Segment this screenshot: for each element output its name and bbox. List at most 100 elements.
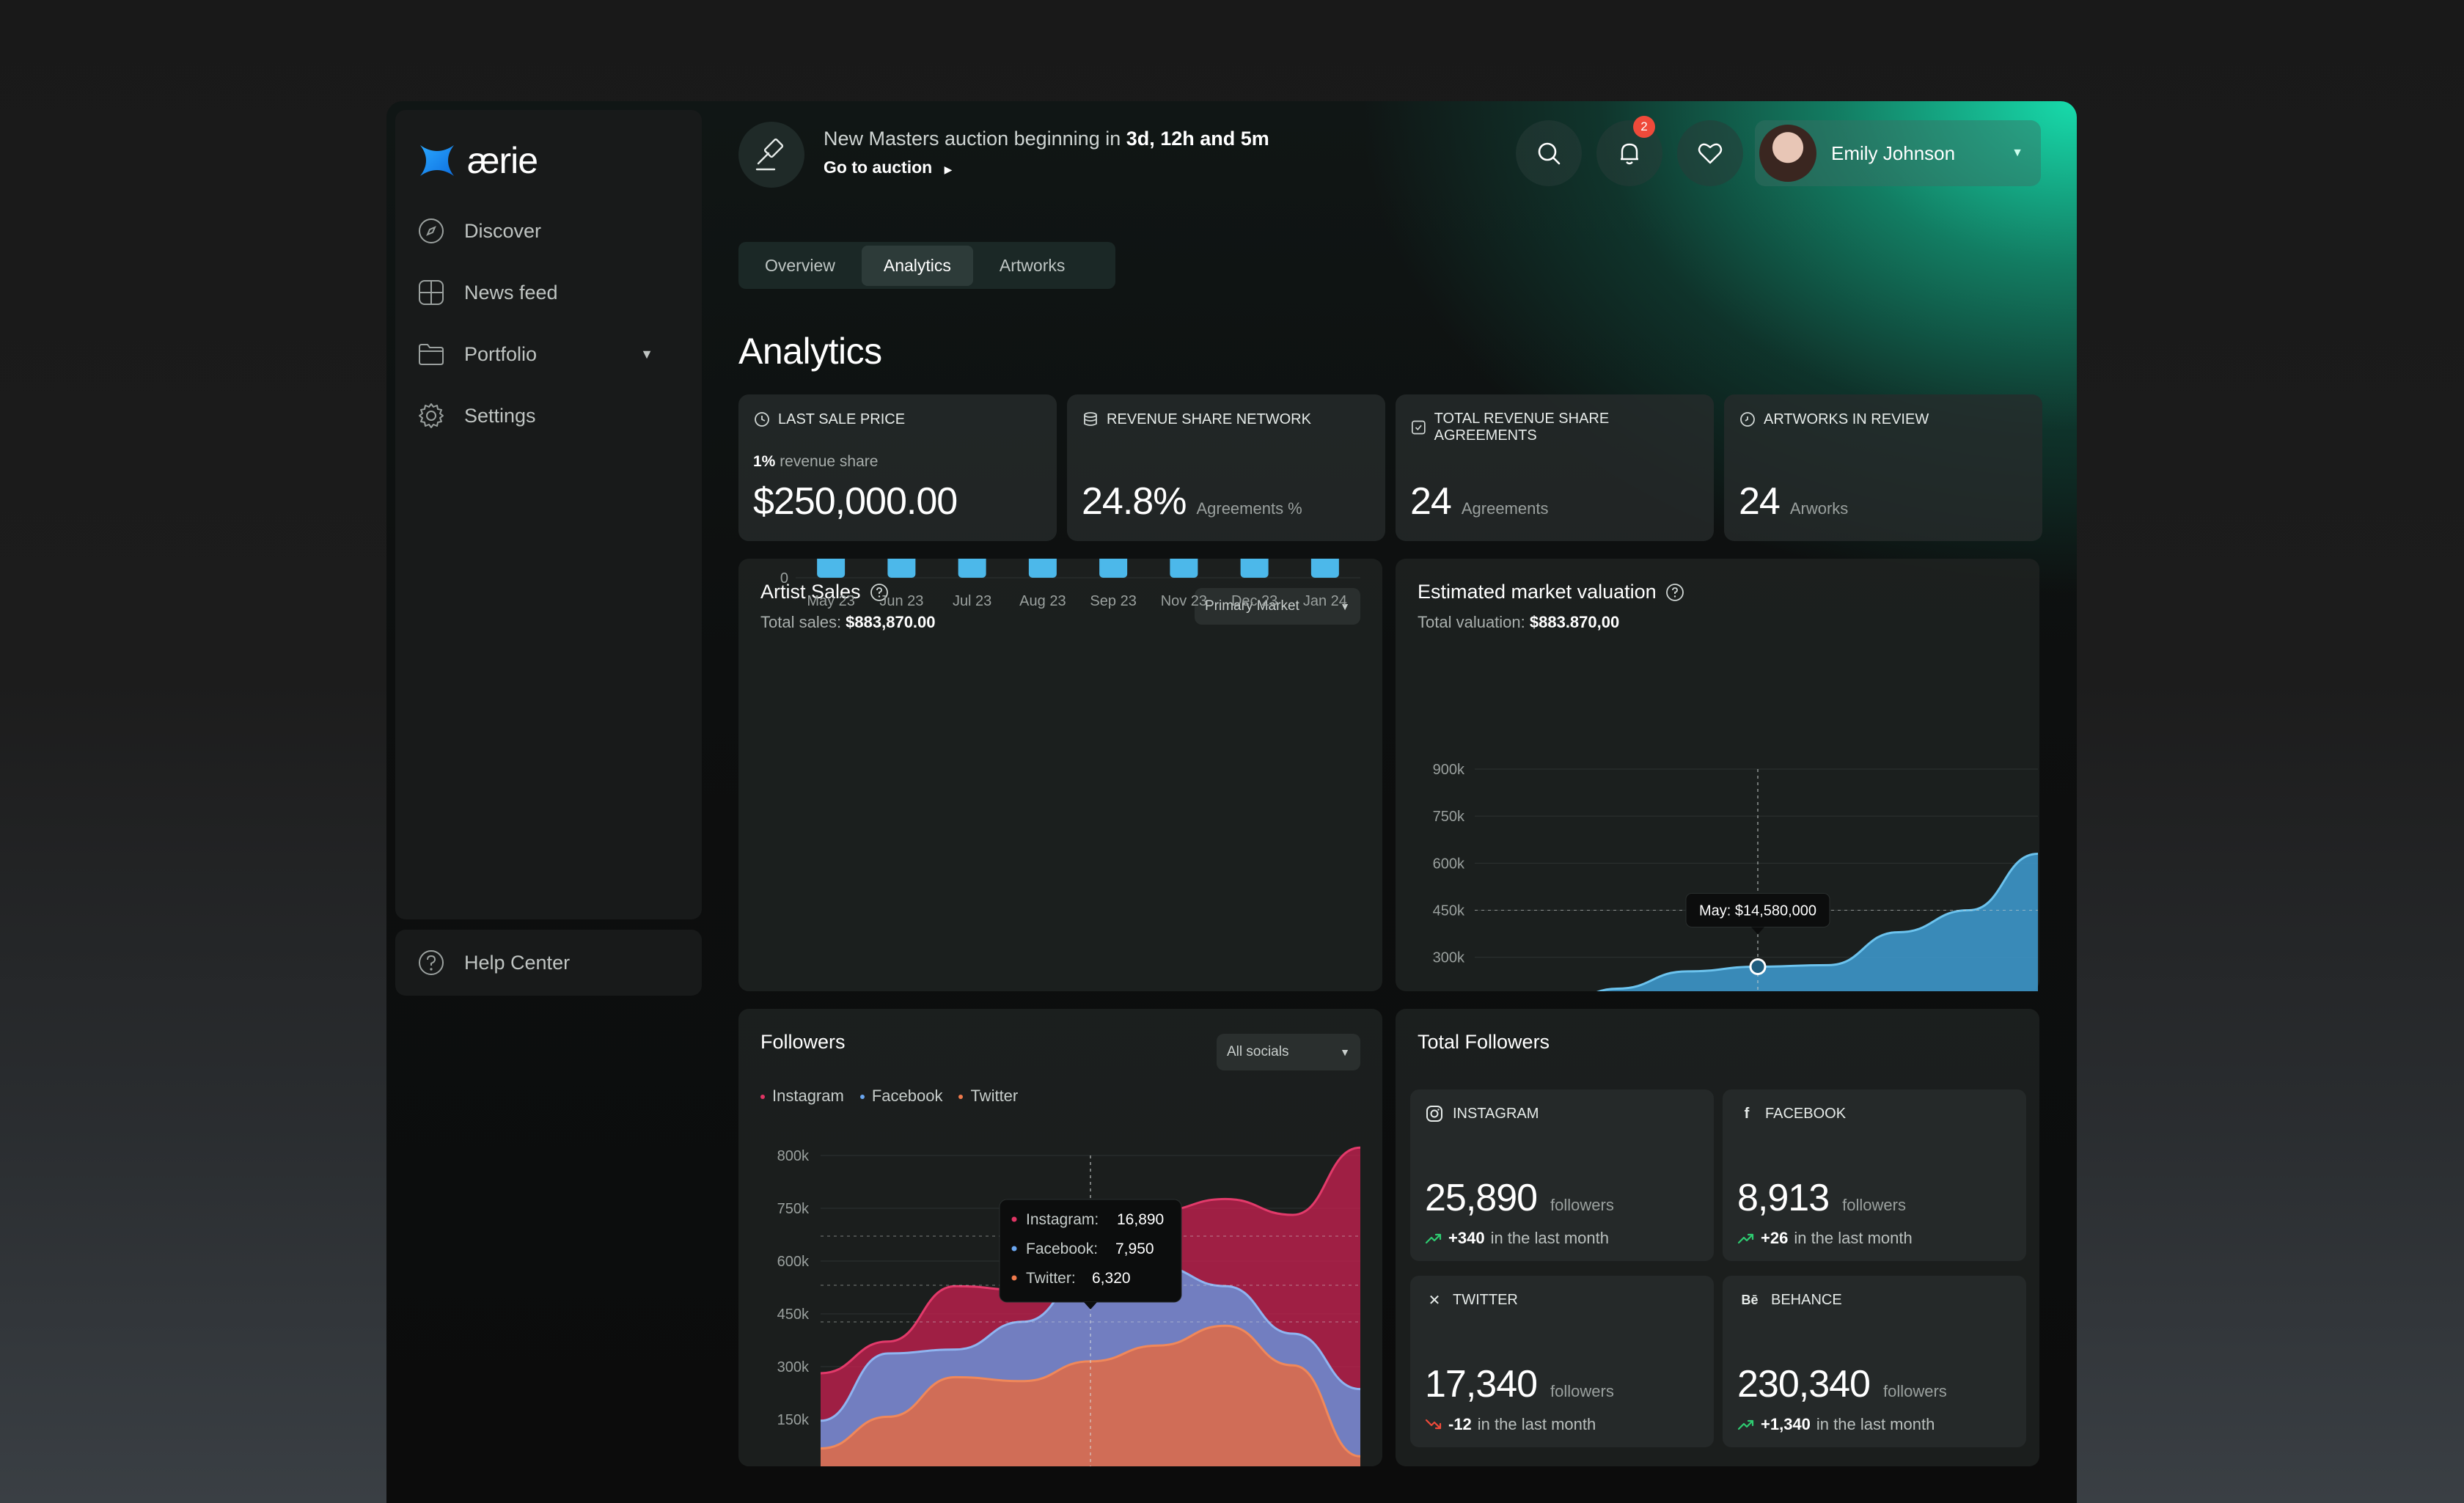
stat-label: ARTWORKS IN REVIEW (1739, 411, 2028, 428)
favorites-button[interactable] (1677, 120, 1743, 186)
x-tick-label: Jun 23 (879, 593, 923, 609)
auction-banner: New Masters auction beginning in 3d, 12h… (824, 128, 1269, 177)
stat-sub: 1% revenue share (753, 453, 1042, 471)
sales-sub-prefix: Total sales: (760, 613, 846, 631)
caret-right-icon: ▶ (944, 163, 953, 175)
tab-bar: Overview Analytics Artworks (738, 242, 1115, 289)
tab-overview[interactable]: Overview (765, 255, 835, 275)
soc-label: Bē BEHANCE (1737, 1290, 2012, 1309)
legend-instagram: Instagram (760, 1087, 844, 1106)
stat-unit: Agreements % (1196, 499, 1302, 518)
notifications-button[interactable]: 2 (1596, 116, 1662, 186)
delta-text: in the last month (1794, 1229, 1913, 1247)
sidebar-item-news-feed[interactable]: News feed (417, 279, 558, 306)
x-twitter-icon: ✕ (1428, 1292, 1441, 1309)
trend-up-icon (1425, 1233, 1442, 1244)
market-select[interactable]: Primary Market ▼ (1195, 588, 1360, 625)
followers-unit: followers (1842, 1196, 1906, 1214)
delta-text: in the last month (1477, 1415, 1596, 1433)
brand-logo[interactable]: ærie (417, 139, 538, 182)
legend-facebook: Facebook (859, 1087, 943, 1106)
followers-chart: 0150k300k450k600k750k800kJanFebMarAprMay… (777, 1146, 1361, 1466)
followers-delta: -12 in the last month (1425, 1415, 1596, 1434)
document-check-icon (1411, 420, 1426, 435)
auction-prefix: New Masters auction beginning in (824, 128, 1126, 150)
behance-card: Bē BEHANCE 230,340 followers +1,340 in th… (1723, 1276, 2026, 1447)
stat-label: REVENUE SHARE NETWORK (1082, 411, 1371, 428)
stat-label: TOTAL REVENUE SHARE AGREEMENTS (1410, 411, 1699, 444)
panel-title: Artist Sales (760, 581, 889, 603)
compass-icon (419, 218, 444, 243)
stat-card-last-sale: LAST SALE PRICE 1% revenue share $250,00… (738, 394, 1057, 541)
stat-unit: Arworks (1789, 499, 1849, 518)
valuation-chart: 0150k300k450k600k750k900kJanFebMarAprMay… (1433, 762, 2039, 991)
auction-link-label: Go to auction (824, 158, 933, 177)
bar (958, 559, 986, 578)
y-tick-label: 900k (1433, 762, 1465, 778)
brand-name: ærie (467, 140, 538, 181)
tab-artworks[interactable]: Artworks (999, 255, 1066, 275)
x-tick-label: May 23 (807, 593, 855, 609)
stat-label-text: ARTWORKS IN REVIEW (1764, 411, 1929, 427)
area-fill (821, 1326, 1360, 1466)
x-tick-label: Aug 23 (1019, 593, 1066, 609)
artist-sales-title: Artist Sales (760, 581, 861, 603)
panel-title: Followers (760, 1031, 846, 1054)
valuation-sub-prefix: Total valuation: (1418, 613, 1530, 631)
gavel-icon (755, 138, 784, 171)
x-tick-label: Jul 23 (953, 593, 991, 609)
help-icon (419, 950, 444, 975)
help-icon[interactable] (1665, 583, 1684, 602)
hover-point (1749, 958, 1767, 975)
notification-badge: 2 (1633, 116, 1655, 138)
artist-sales-panel: Artist Sales Total sales: $883,870.00 Pr… (738, 559, 1382, 991)
delta-value: +26 (1761, 1229, 1789, 1247)
stat-value: 24.8% (1082, 480, 1187, 523)
y-tick-label: 0 (780, 570, 788, 587)
help-center-label: Help Center (464, 951, 571, 974)
y-tick-label: 0 (801, 1465, 809, 1466)
x-tick-label: Jan 24 (1303, 593, 1347, 609)
help-center-button[interactable]: Help Center (395, 930, 702, 996)
auction-gavel-button[interactable] (738, 122, 804, 188)
valuation-title: Estimated market valuation (1418, 581, 1657, 603)
sidebar-item-portfolio[interactable]: Portfolio ▼ (417, 340, 681, 368)
x-tick-label: Sep 23 (1090, 593, 1136, 609)
y-tick-label: 300k (777, 1359, 810, 1375)
stat-value: 24 (1410, 480, 1452, 523)
tooltip-pointer (1751, 927, 1764, 935)
user-menu[interactable]: Emily Johnson ▼ (1755, 120, 2041, 186)
search-button[interactable] (1516, 120, 1582, 186)
help-icon[interactable] (870, 583, 889, 602)
behance-icon: Bē (1741, 1292, 1759, 1307)
instagram-icon (1426, 1106, 1442, 1122)
soc-label: ✕ TWITTER (1425, 1290, 1699, 1309)
y-tick-label: 600k (1433, 856, 1465, 872)
followers-count: 230,340 (1737, 1363, 1871, 1405)
tab-analytics[interactable]: Analytics (861, 245, 973, 286)
sidebar-item-settings[interactable]: Settings (417, 402, 536, 430)
soc-label-text: FACEBOOK (1765, 1105, 1847, 1122)
chevron-down-icon[interactable]: ▼ (640, 346, 653, 361)
socials-select[interactable]: All socials ▼ (1217, 1034, 1360, 1070)
series-twitter (820, 1324, 1361, 1466)
go-to-auction-link[interactable]: Go to auction ▶ (824, 158, 1269, 177)
facebook-card: f FACEBOOK 8,913 followers +26 in the las… (1723, 1089, 2026, 1261)
followers-delta: +26 in the last month (1737, 1229, 1913, 1248)
legend-twitter: Twitter (958, 1087, 1018, 1106)
sidebar-item-label: Discover (464, 219, 542, 242)
followers-delta: +1,340 in the last month (1737, 1415, 1935, 1434)
legend-label: Facebook (871, 1087, 943, 1105)
panel-title: Estimated market valuation (1418, 581, 1684, 603)
sidebar-item-discover[interactable]: Discover (417, 217, 541, 245)
bar (1099, 559, 1128, 578)
stat-label-text: REVENUE SHARE NETWORK (1107, 411, 1311, 427)
sidebar-item-label: News feed (464, 281, 558, 304)
y-tick-label: 150k (777, 1412, 810, 1428)
followers-title: Followers (760, 1031, 846, 1053)
chart-tooltip: May: $14,580,000 (1685, 893, 1830, 935)
delta-text: in the last month (1816, 1415, 1935, 1433)
stat-value: $250,000.00 (753, 480, 958, 523)
twitter-card: ✕ TWITTER 17,340 followers -12 in the las… (1410, 1276, 1714, 1447)
valuation-sub-value: $883.870,00 (1529, 613, 1620, 631)
